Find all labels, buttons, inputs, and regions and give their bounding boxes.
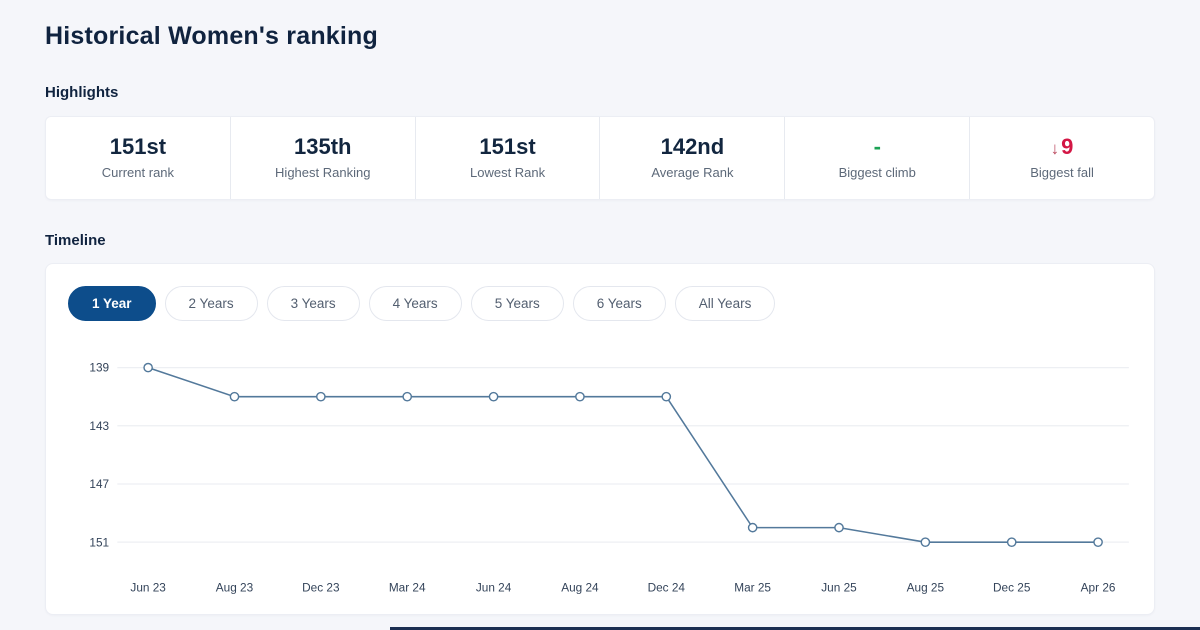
stat-value-text: - bbox=[873, 134, 881, 159]
chart-svg: 139 143 147 151 Jun 23 Aug 23 Dec 23 Mar 24 Jun … bbox=[89, 361, 1129, 594]
tab-6-years[interactable]: 6 Years bbox=[572, 286, 666, 321]
timeline-heading: Timeline bbox=[45, 232, 106, 249]
data-point[interactable] bbox=[834, 522, 844, 533]
tab-2-years[interactable]: 2 Years bbox=[164, 286, 258, 321]
rank-series-line bbox=[147, 366, 1099, 543]
stat-value-text: 135th bbox=[294, 134, 352, 159]
x-axis-tick: Jun 24 bbox=[476, 580, 512, 594]
x-axis-tick: Dec 25 bbox=[993, 580, 1031, 594]
ranking-line-chart: 139 143 147 151 Jun 23 Aug 23 Dec 23 Mar 24 Jun … bbox=[68, 345, 1132, 604]
highlights-heading: Highlights bbox=[45, 84, 119, 101]
ranking-page: Historical Women's ranking Highlights 15… bbox=[45, 22, 1155, 615]
x-axis-tick: Apr 26 bbox=[1081, 580, 1116, 594]
page-title: Historical Women's ranking bbox=[45, 22, 378, 50]
data-point[interactable] bbox=[402, 391, 413, 402]
stat-value: 142nd bbox=[661, 136, 725, 158]
data-point[interactable] bbox=[1006, 537, 1017, 548]
down-arrow-icon: ↓ bbox=[1050, 139, 1060, 158]
x-axis-tick: Jun 25 bbox=[821, 580, 857, 594]
stat-label: Highest Ranking bbox=[275, 165, 371, 180]
highlights-stats-card: 151st Current rank 135th Highest Ranking 151… bbox=[45, 116, 1155, 200]
x-axis-tick: Mar 25 bbox=[734, 580, 771, 594]
y-axis-tick: 143 bbox=[89, 419, 109, 433]
stat-biggest-fall: ↓9 Biggest fall bbox=[969, 117, 1154, 199]
x-axis-tick: Dec 24 bbox=[648, 580, 686, 594]
stat-value: - bbox=[874, 136, 881, 158]
stat-value-text: 151st bbox=[109, 134, 167, 159]
data-point[interactable] bbox=[143, 362, 153, 373]
stat-value-text: 9 bbox=[1061, 134, 1074, 159]
stat-current-rank: 151st Current rank bbox=[46, 117, 230, 199]
stat-biggest-climb: - Biggest climb bbox=[784, 117, 969, 199]
stat-value: 151st bbox=[479, 136, 535, 158]
data-point[interactable] bbox=[1093, 537, 1103, 548]
stat-label: Biggest climb bbox=[838, 165, 916, 180]
stat-value-text: 142nd bbox=[660, 134, 725, 159]
y-axis-tick: 151 bbox=[89, 535, 109, 549]
timeline-card: 1 Year 2 Years 3 Years 4 Years 5 Years 6 Year… bbox=[45, 263, 1155, 615]
data-point[interactable] bbox=[920, 537, 931, 548]
tab-4-years[interactable]: 4 Years bbox=[368, 286, 462, 321]
stat-average-rank: 142nd Average Rank bbox=[599, 117, 784, 199]
x-axis-tick: Aug 23 bbox=[216, 580, 254, 594]
stat-lowest-rank: 151st Lowest Rank bbox=[414, 117, 600, 199]
data-point[interactable] bbox=[661, 391, 672, 402]
y-axis-tick: 139 bbox=[89, 361, 109, 375]
data-point[interactable] bbox=[575, 391, 585, 402]
x-axis-tick: Aug 24 bbox=[561, 580, 599, 594]
stat-label: Average Rank bbox=[651, 165, 734, 180]
stat-label: Biggest fall bbox=[1030, 165, 1094, 180]
tab-1-year[interactable]: 1 Year bbox=[68, 286, 156, 321]
stat-value: 151st bbox=[110, 136, 166, 158]
x-axis-tick: Jun 23 bbox=[130, 580, 166, 594]
x-axis-tick: Dec 23 bbox=[302, 580, 340, 594]
stat-highest-ranking: 135th Highest Ranking bbox=[229, 117, 415, 199]
period-tabs: 1 Year 2 Years 3 Years 4 Years 5 Years 6 Year… bbox=[68, 286, 1132, 321]
y-axis-tick: 147 bbox=[89, 477, 109, 491]
data-point[interactable] bbox=[488, 391, 499, 402]
stat-label: Lowest Rank bbox=[469, 165, 546, 180]
stat-value-text: 151st bbox=[479, 134, 536, 159]
tab-all-years[interactable]: All Years bbox=[674, 286, 776, 321]
bottom-section-edge bbox=[390, 627, 1200, 630]
stat-label: Current rank bbox=[101, 165, 175, 180]
stat-value: ↓9 bbox=[1051, 136, 1074, 158]
data-point[interactable] bbox=[747, 522, 758, 533]
x-axis-tick: Mar 24 bbox=[389, 580, 426, 594]
data-point[interactable] bbox=[316, 391, 326, 402]
tab-5-years[interactable]: 5 Years bbox=[470, 286, 564, 321]
data-point[interactable] bbox=[229, 391, 240, 402]
x-axis-tick: Aug 25 bbox=[907, 580, 945, 594]
stat-value: 135th bbox=[294, 136, 351, 158]
tab-3-years[interactable]: 3 Years bbox=[266, 286, 360, 321]
